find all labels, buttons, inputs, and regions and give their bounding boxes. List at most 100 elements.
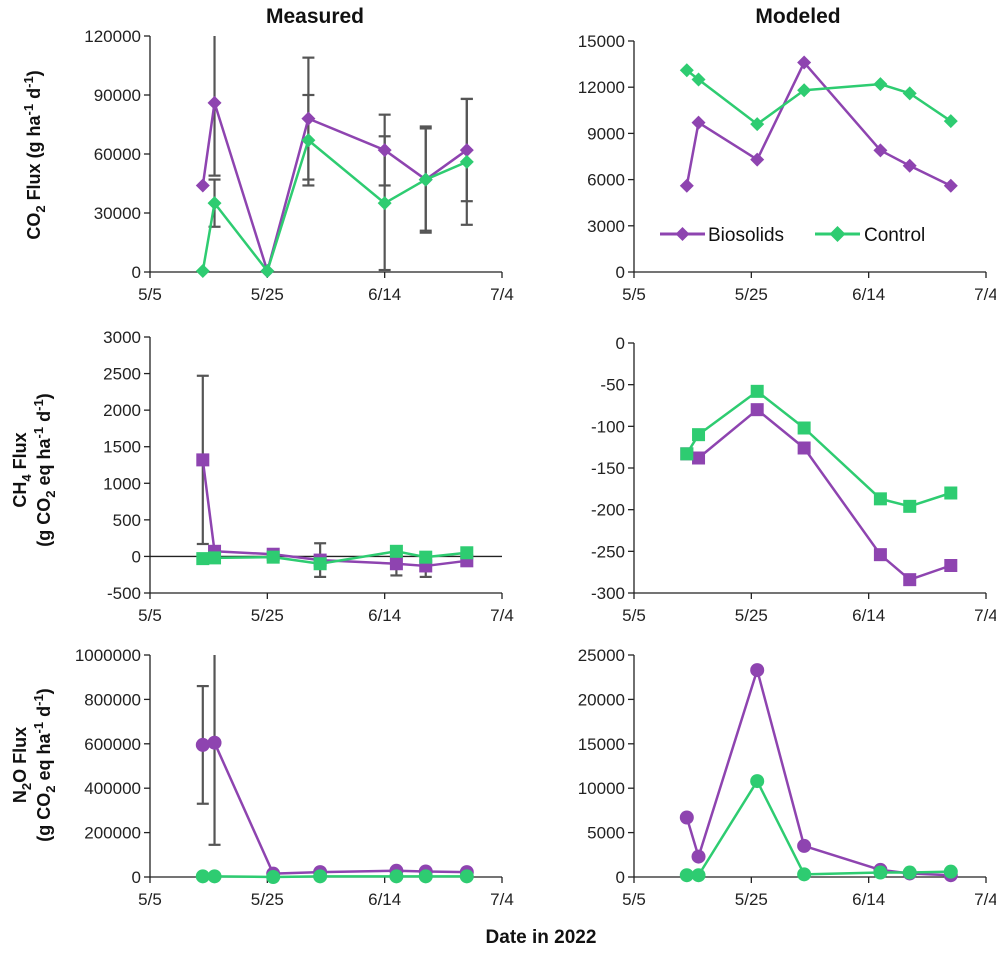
- ch4-modeled-ytick-label: -150: [591, 459, 625, 478]
- legend-control-marker: [829, 226, 846, 242]
- n2o-measured-control-point: [313, 869, 328, 884]
- n2o-modeled-ytick-label: 5000: [587, 824, 625, 843]
- ch4-modeled-control-point: [903, 499, 917, 513]
- n2o-modeled-panel: 0 5000 10000 15000 20000 25000 5/5 5/25 6/14 7/4: [578, 646, 996, 909]
- n2o-modeled-control-point: [797, 867, 812, 882]
- co2-modeled-xtick-label: 6/14: [852, 285, 885, 304]
- ch4-measured-ytick-label: 3000: [103, 328, 141, 347]
- n2o-measured-xtick-label: 5/5: [138, 890, 162, 909]
- legend: Biosolids Control: [660, 225, 925, 246]
- co2-measured-control-line: [201, 138, 468, 273]
- co2-modeled-control-point: [750, 117, 765, 132]
- co2-modeled-control-point: [902, 86, 917, 101]
- co2-modeled-control-point: [797, 83, 812, 98]
- n2o-modeled-ytick-label: 15000: [578, 735, 625, 754]
- ch4-measured-biosolids-line: [201, 459, 467, 568]
- n2o-measured-control-point: [195, 869, 210, 884]
- n2o-measured-biosolids-line: [202, 741, 467, 875]
- co2-ylabel: CO2 Flux (g ha-1 d-1): [21, 70, 48, 239]
- co2-modeled-biosolids-point: [902, 158, 917, 173]
- n2o-measured-ytick-label: 600000: [84, 735, 141, 754]
- co2-modeled-ytick-label: 6000: [587, 171, 625, 190]
- ch4-measured-control-point: [460, 546, 474, 560]
- co2-modeled-xtick-label: 5/25: [735, 285, 768, 304]
- ch4-measured-ytick-label: 500: [113, 511, 141, 530]
- n2o-measured-control-point: [266, 870, 281, 884]
- ch4-modeled-xtick-label: 5/25: [735, 606, 768, 625]
- co2-modeled-panel: 0 3000 6000 9000 12000 15000 5/5 5/25 6/14 7/4: [578, 32, 996, 304]
- ch4-modeled-control-point: [797, 421, 811, 435]
- ch4-measured-control-point: [208, 551, 222, 565]
- co2-measured-biosolids-point: [459, 143, 474, 158]
- co2-modeled-xtick-label: 5/5: [622, 285, 646, 304]
- n2o-modeled-biosolids-line: [685, 668, 951, 877]
- n2o-modeled-ytick-label: 10000: [578, 779, 625, 798]
- ch4-modeled-ytick-label: -100: [591, 417, 625, 436]
- measured-column-title: Measured: [266, 5, 364, 28]
- co2-measured-ytick-label: 60000: [94, 145, 141, 164]
- ch4-modeled-control-point: [873, 492, 887, 506]
- co2-measured-xtick-label: 6/14: [368, 285, 401, 304]
- n2o-modeled-xtick-label: 7/4: [974, 890, 996, 909]
- ch4-modeled-biosolids-line: [686, 408, 952, 581]
- ch4-measured-ytick-label: -500: [107, 584, 141, 603]
- ch4-modeled-control-point: [750, 384, 764, 398]
- co2-measured-control-point: [418, 172, 433, 187]
- co2-modeled-ytick-label: 3000: [587, 217, 625, 236]
- co2-measured-control-point: [260, 264, 275, 279]
- co2-measured-ytick-label: 120000: [84, 27, 141, 46]
- co2-measured-control-point: [301, 133, 316, 148]
- ch4-measured-ytick-label: 1500: [103, 438, 141, 457]
- n2o-measured-panel: 0 200000 400000 600000 800000 1000000 5/5 5/25 6…: [75, 646, 514, 909]
- ch4-modeled-panel: -300 -250 -200 -150 -100 -50 0 5/5 5/25 6/14 7/4: [591, 334, 996, 625]
- co2-modeled-biosolids-point: [943, 178, 958, 193]
- co2-measured-xtick-label: 7/4: [490, 285, 514, 304]
- ch4-measured-xtick-label: 5/25: [251, 606, 284, 625]
- n2o-modeled-xtick-label: 5/5: [622, 890, 646, 909]
- n2o-modeled-biosolids-point: [797, 838, 812, 853]
- ch4-measured-xtick-label: 6/14: [368, 606, 401, 625]
- ch4-measured-control-point: [389, 544, 403, 558]
- n2o-modeled-biosolids-point: [679, 810, 694, 825]
- ch4-modeled-biosolids-point: [873, 548, 887, 562]
- co2-measured-xtick-label: 5/25: [251, 285, 284, 304]
- co2-modeled-biosolids-point: [691, 115, 706, 130]
- n2o-measured-xtick-label: 7/4: [490, 890, 514, 909]
- ch4-measured-xtick-label: 5/5: [138, 606, 162, 625]
- co2-measured-biosolids-point: [377, 143, 392, 158]
- ch4-measured-xtick-label: 7/4: [490, 606, 514, 625]
- ch4-measured-biosolids-point: [389, 557, 403, 571]
- co2-modeled-ytick-label: 15000: [578, 32, 625, 51]
- n2o-modeled-xtick-label: 5/25: [735, 890, 768, 909]
- ch4-modeled-xtick-label: 5/5: [622, 606, 646, 625]
- ch4-modeled-ytick-label: -300: [591, 584, 625, 603]
- n2o-modeled-control-point: [750, 774, 765, 789]
- n2o-measured-ytick-label: 1000000: [75, 646, 141, 665]
- ch4-modeled-ytick-label: -250: [591, 542, 625, 561]
- n2o-modeled-biosolids-point: [691, 849, 706, 864]
- n2o-measured-ytick-label: 800000: [84, 690, 141, 709]
- co2-measured-ytick-label: 0: [132, 263, 141, 282]
- n2o-modeled-control-point: [691, 868, 706, 883]
- n2o-modeled-xtick-label: 6/14: [852, 890, 885, 909]
- n2o-modeled-control-point: [943, 864, 958, 879]
- ch4-modeled-biosolids-point: [692, 451, 706, 465]
- n2o-measured-xtick-label: 6/14: [368, 890, 401, 909]
- co2-modeled-ytick-label: 9000: [587, 124, 625, 143]
- legend-biosolids-marker: [675, 227, 690, 241]
- n2o-modeled-biosolids-point: [750, 663, 765, 678]
- ch4-measured-ytick-label: 0: [132, 547, 141, 566]
- ch4-modeled-biosolids-point: [797, 441, 811, 455]
- x-axis-title: Date in 2022: [486, 927, 597, 948]
- ch4-measured-ytick-label: 1000: [103, 474, 141, 493]
- n2o-measured-ytick-label: 200000: [84, 824, 141, 843]
- n2o-modeled-control-point: [873, 865, 888, 880]
- co2-modeled-xtick-label: 7/4: [974, 285, 996, 304]
- co2-modeled-ytick-label: 12000: [578, 78, 625, 97]
- co2-measured-control-point: [207, 196, 222, 211]
- n2o-modeled-ytick-label: 0: [616, 868, 625, 887]
- ch4-modeled-biosolids-point: [750, 403, 764, 417]
- ch4-modeled-biosolids-point: [944, 559, 958, 572]
- co2-measured-ytick-label: 30000: [94, 204, 141, 223]
